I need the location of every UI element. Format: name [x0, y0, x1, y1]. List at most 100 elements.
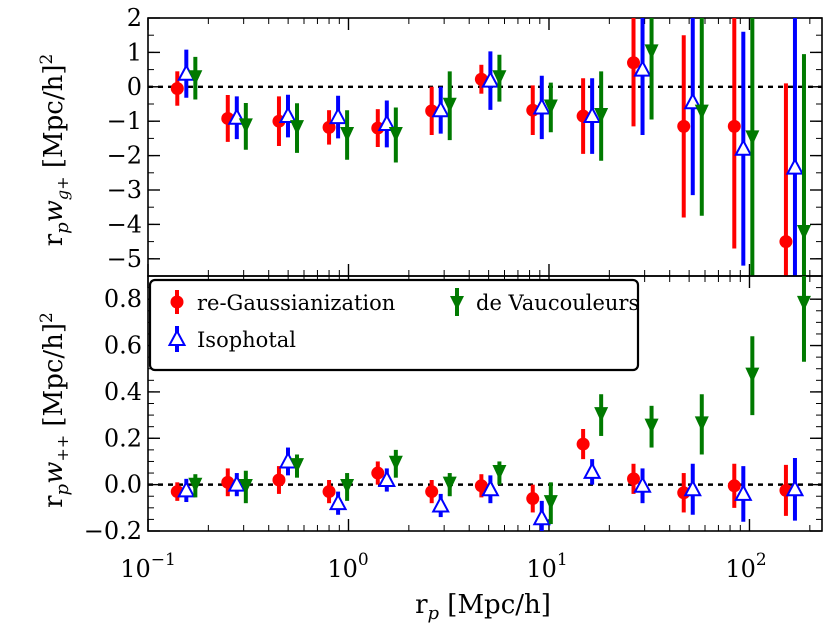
top-iso-point-11 [734, 138, 753, 156]
bottom-y-axis-label: rpw++ [Mpc/h]2 [37, 312, 73, 508]
bottom-dev-point-8 [594, 407, 609, 423]
bottom-ytick-label-0: 0.8 [104, 285, 142, 313]
bottom-dev-point-7 [543, 495, 558, 511]
x-tick-label-1: 100 [327, 550, 368, 583]
top-panel: 2 1 0 −1 −2 −3 −4 −5 [107, 4, 823, 277]
top-iso-point-12 [785, 157, 805, 175]
bottom-data-group [170, 276, 811, 531]
top-iso-point-4 [377, 113, 396, 131]
legend-box [148, 278, 640, 372]
top-ytick-label-2: 0 [127, 73, 142, 101]
top-ytick-label-1: 1 [127, 38, 142, 66]
bottom-dev-point-10 [694, 416, 709, 432]
top-ytick-label-7: −5 [107, 245, 142, 273]
top-dev-point-5 [442, 97, 457, 113]
top-ytick-label-6: −4 [107, 210, 142, 238]
bottom-ytick-label-1: 0.6 [104, 332, 142, 360]
top-dev-point-6 [492, 70, 507, 86]
legend-entry-dev: de Vaucouleurs [450, 288, 639, 316]
legend-reg-marker [170, 295, 184, 309]
top-ytick-label-4: −2 [107, 142, 142, 170]
bottom-reg-point-11 [727, 479, 741, 493]
bottom-reg-point-9 [627, 472, 641, 486]
top-reg-point-11 [727, 119, 741, 133]
top-dev-point-0 [188, 70, 203, 86]
bottom-reg-point-2 [272, 473, 286, 487]
legend-entry-iso: Isophotal [167, 326, 296, 352]
bottom-dev-point-6 [492, 465, 507, 481]
legend-iso-label: Isophotal [197, 328, 296, 352]
bottom-dev-point-4 [388, 455, 403, 471]
top-reg-point-12 [779, 235, 793, 249]
top-dev-point-7 [543, 99, 558, 115]
bottom-iso-point-3 [328, 493, 348, 511]
top-dev-point-12 [796, 225, 811, 240]
bottom-reg-point-3 [322, 485, 336, 499]
bottom-reg-point-6 [474, 479, 488, 493]
x-axis-label: rp [Mpc/h] [415, 590, 551, 624]
bottom-panel: 0.8 0.6 0.4 0.2 0.0 −0.2 [84, 275, 823, 545]
bottom-iso-point-0 [177, 480, 196, 498]
legend-entry-reg: re-Gaussianization [170, 290, 395, 315]
bottom-iso-point-10 [683, 479, 702, 497]
bottom-dev-point-3 [340, 478, 355, 494]
bottom-iso-point-1 [227, 474, 246, 492]
top-dev-point-1 [238, 118, 253, 134]
top-ytick-label-0: 2 [127, 4, 142, 32]
bottom-iso-point-7 [532, 508, 551, 526]
legend-iso-marker [167, 328, 187, 346]
bottom-reg-point-4 [371, 466, 385, 480]
top-reg-point-9 [627, 56, 641, 70]
bottom-iso-point-5 [431, 495, 450, 513]
top-y-axis-label: rpwg+ [Mpc/h]2 [37, 54, 73, 247]
top-iso-point-3 [328, 106, 348, 125]
bottom-iso-point-6 [481, 479, 500, 497]
top-reg-point-3 [322, 120, 336, 134]
bottom-iso-point-9 [633, 475, 652, 493]
bottom-iso-point-11 [734, 483, 753, 501]
top-dev-point-2 [290, 120, 305, 136]
bottom-reg-point-8 [576, 437, 590, 451]
bottom-dev-point-2 [290, 458, 305, 474]
bottom-iso-point-12 [785, 479, 805, 497]
top-iso-point-2 [278, 105, 298, 124]
top-iso-point-6 [481, 70, 500, 88]
bottom-dev-point-5 [442, 476, 457, 492]
top-iso-point-5 [431, 100, 450, 118]
x-tick-label-2: 101 [526, 550, 567, 583]
legend-dev-marker [450, 296, 464, 310]
top-iso-point-7 [532, 97, 551, 115]
x-tick-labels: 10−1 100 101 102 [120, 550, 766, 583]
bottom-iso-point-4 [377, 469, 396, 487]
top-data-group [170, 18, 811, 276]
top-reg-point-10 [677, 119, 691, 133]
bottom-ytick-label-3: 0.2 [104, 424, 142, 452]
legend-reg-label: re-Gaussianization [197, 291, 395, 315]
bottom-reg-point-7 [526, 492, 540, 506]
bottom-dev-point-12 [796, 295, 811, 311]
top-iso-point-8 [582, 105, 602, 124]
x-tick-label-0: 10−1 [120, 550, 176, 583]
bottom-iso-point-8 [582, 461, 602, 479]
top-dev-point-8 [594, 108, 609, 124]
top-dev-point-9 [644, 44, 659, 60]
top-dev-point-3 [340, 126, 355, 142]
legend: re-Gaussianization Isophotal de Vaucoule… [148, 278, 640, 372]
top-dev-point-4 [388, 126, 403, 142]
top-ytick-label-5: −3 [107, 176, 142, 204]
bottom-ytick-label-5: −0.2 [84, 517, 142, 545]
top-reg-point-0 [170, 82, 184, 96]
top-iso-point-9 [633, 59, 652, 77]
top-frame [147, 17, 823, 277]
bottom-dev-point-1 [238, 478, 253, 494]
top-dev-point-11 [745, 130, 760, 146]
bottom-dev-point-9 [644, 418, 659, 434]
bottom-reg-point-5 [425, 485, 439, 499]
legend-dev-label: de Vaucouleurs [476, 291, 639, 315]
bottom-ytick-label-4: 0.0 [104, 471, 142, 499]
bottom-dev-point-0 [188, 477, 203, 493]
top-dev-point-10 [694, 104, 709, 120]
top-ytick-label-3: −1 [107, 107, 142, 135]
bottom-ytick-label-2: 0.4 [104, 378, 142, 406]
